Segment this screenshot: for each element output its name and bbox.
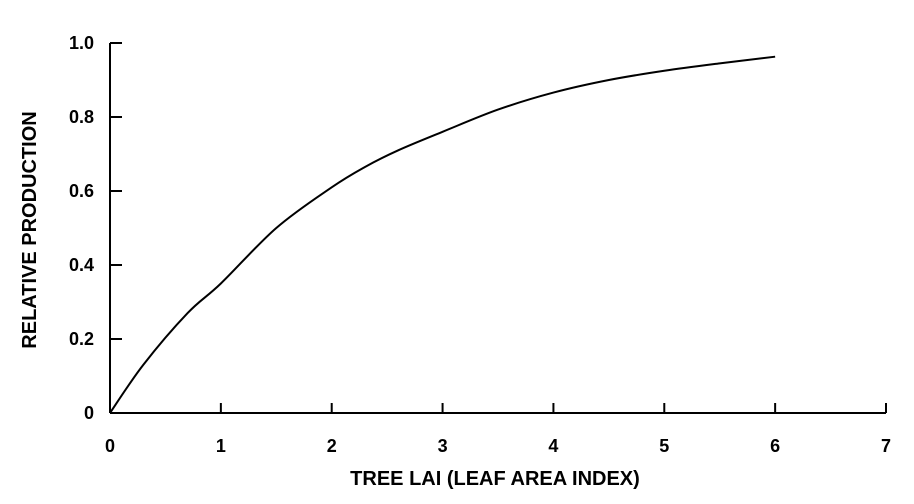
- series: [109, 55, 776, 414]
- y-tick-label-3: 0.6: [69, 181, 94, 201]
- y-tick-label-0: 0: [84, 403, 94, 423]
- y-tick-label-5: 1.0: [69, 33, 94, 53]
- x-ticks: 0 1 2 3 4 5 6 7: [105, 403, 891, 456]
- y-axis-label: RELATIVE PRODUCTION: [19, 111, 41, 348]
- x-tick-label-1: 1: [216, 436, 226, 456]
- x-tick-label-7: 7: [881, 436, 891, 456]
- x-tick-label-0: 0: [105, 436, 115, 456]
- y-ticks: 0 0.2 0.4 0.6 0.8 1.0: [69, 33, 122, 423]
- x-tick-label-3: 3: [438, 436, 448, 456]
- y-tick-label-1: 0.2: [69, 329, 94, 349]
- x-tick-label-4: 4: [548, 436, 558, 456]
- y-tick-label-4: 0.8: [69, 107, 94, 127]
- x-tick-label-5: 5: [659, 436, 669, 456]
- axes: [109, 43, 886, 414]
- y-tick-label-2: 0.4: [69, 255, 94, 275]
- series-line-0: [109, 55, 776, 414]
- x-axis-label: TREE LAI (LEAF AREA INDEX): [350, 468, 640, 490]
- x-tick-label-2: 2: [327, 436, 337, 456]
- x-tick-label-6: 6: [770, 436, 780, 456]
